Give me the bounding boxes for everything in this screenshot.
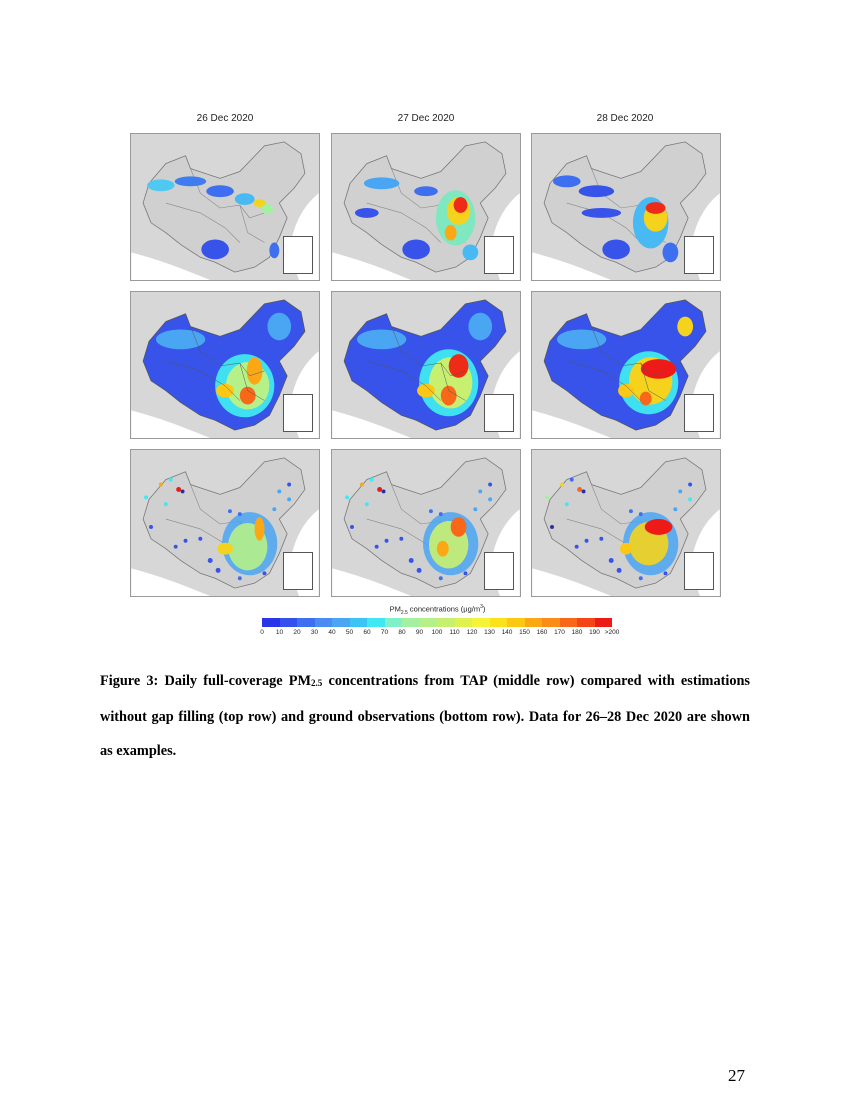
map-gapped-26-dec (130, 133, 320, 281)
colorbar-tick-label: 90 (415, 629, 424, 636)
colorbar-tick-label: 170 (554, 629, 565, 636)
column-titles: 26 Dec 2020 27 Dec 2020 28 Dec 2020 (130, 113, 722, 131)
colorbar-segment (419, 618, 437, 627)
colorbar-segment (314, 618, 332, 627)
china-map-icon (532, 299, 720, 438)
south-china-sea-inset (684, 552, 714, 590)
colorbar-segment (454, 618, 472, 627)
map-gapped-27-dec (331, 133, 521, 281)
colorbar-segment (402, 618, 420, 627)
colorbar-tick-label: 160 (536, 629, 548, 636)
colorbar-tick-label: 50 (345, 629, 354, 636)
map-obs-27-dec (331, 449, 521, 597)
colorbar-segment (559, 618, 577, 627)
colorbar-gradient (262, 618, 612, 627)
colorbar-tick-label: 190 (589, 629, 600, 636)
colorbar-tick-label: 20 (293, 629, 301, 636)
colorbar-tick-label: 110 (449, 629, 460, 636)
map-gapped-28-dec (531, 133, 721, 281)
colorbar-ticks: 0 10 20 30 40 50 60 70 80 90 100 110 120 130 140 150 160… (255, 629, 620, 639)
colorbar-segment (542, 618, 560, 627)
colorbar-segment (437, 618, 455, 627)
colorbar-tick-label: 70 (380, 629, 389, 636)
map-grid (130, 133, 722, 597)
south-china-sea-inset (283, 552, 313, 590)
caption-line-2: without gap filling (top row) and ground… (100, 709, 750, 725)
colorbar-tick-label: 120 (466, 629, 478, 636)
south-china-sea-inset (283, 236, 313, 274)
south-china-sea-inset (484, 394, 514, 432)
colorbar-tick-label: 100 (431, 629, 443, 636)
colorbar-tick-label: 10 (275, 629, 284, 636)
colorbar-segment (524, 618, 542, 627)
column-title-27-dec: 27 Dec 2020 (397, 113, 455, 124)
map-obs-28-dec (531, 449, 721, 597)
column-title-26-dec: 26 Dec 2020 (196, 113, 254, 124)
china-map-icon (332, 457, 520, 596)
south-china-sea-inset (283, 394, 313, 432)
colorbar-tick-label: 150 (519, 629, 530, 636)
colorbar-segment (279, 618, 297, 627)
colorbar-tick-label: 140 (501, 629, 513, 636)
colorbar-segment (577, 618, 595, 627)
colorbar-segment (367, 618, 385, 627)
colorbar-segment (507, 618, 525, 627)
caption-line-3: as examples. (100, 743, 177, 759)
south-china-sea-inset (684, 236, 714, 274)
colorbar-tick-label: 80 (398, 629, 406, 636)
south-china-sea-inset (484, 552, 514, 590)
colorbar-segment (384, 618, 402, 627)
colorbar-tick-label: 30 (310, 629, 319, 636)
colorbar-segment (297, 618, 315, 627)
map-tap-28-dec (531, 291, 721, 439)
figure-caption: Figure 3: Daily full-coverage PM2.5 conc… (100, 664, 750, 768)
column-title-28-dec: 28 Dec 2020 (596, 113, 654, 124)
colorbar-segment (472, 618, 490, 627)
south-china-sea-inset (684, 394, 714, 432)
colorbar-tick-label: 40 (328, 629, 336, 636)
colorbar-tick-label: >200 (604, 629, 620, 636)
colorbar: PM2.5 concentrations (µg/m3) 0 10 20 30 40 50… (255, 604, 620, 639)
colorbar-segment (594, 618, 612, 627)
south-china-sea-inset (484, 236, 514, 274)
colorbar-tick-label: 130 (484, 629, 495, 636)
colorbar-tick-label: 0 (260, 629, 264, 636)
map-obs-26-dec (130, 449, 320, 597)
colorbar-title: PM2.5 concentrations (µg/m3) (389, 604, 486, 616)
colorbar-segment (332, 618, 350, 627)
china-map-icon (131, 141, 319, 280)
colorbar-tick-label: 180 (571, 629, 583, 636)
caption-line-1: Figure 3: Daily full-coverage PM2.5 conc… (100, 673, 751, 689)
colorbar-segment (489, 618, 507, 627)
page-number: 27 (728, 1066, 745, 1085)
colorbar-segment (349, 618, 367, 627)
map-tap-26-dec (130, 291, 320, 439)
map-tap-27-dec (331, 291, 521, 439)
colorbar-tick-label: 60 (363, 629, 371, 636)
colorbar-segment (262, 618, 280, 627)
